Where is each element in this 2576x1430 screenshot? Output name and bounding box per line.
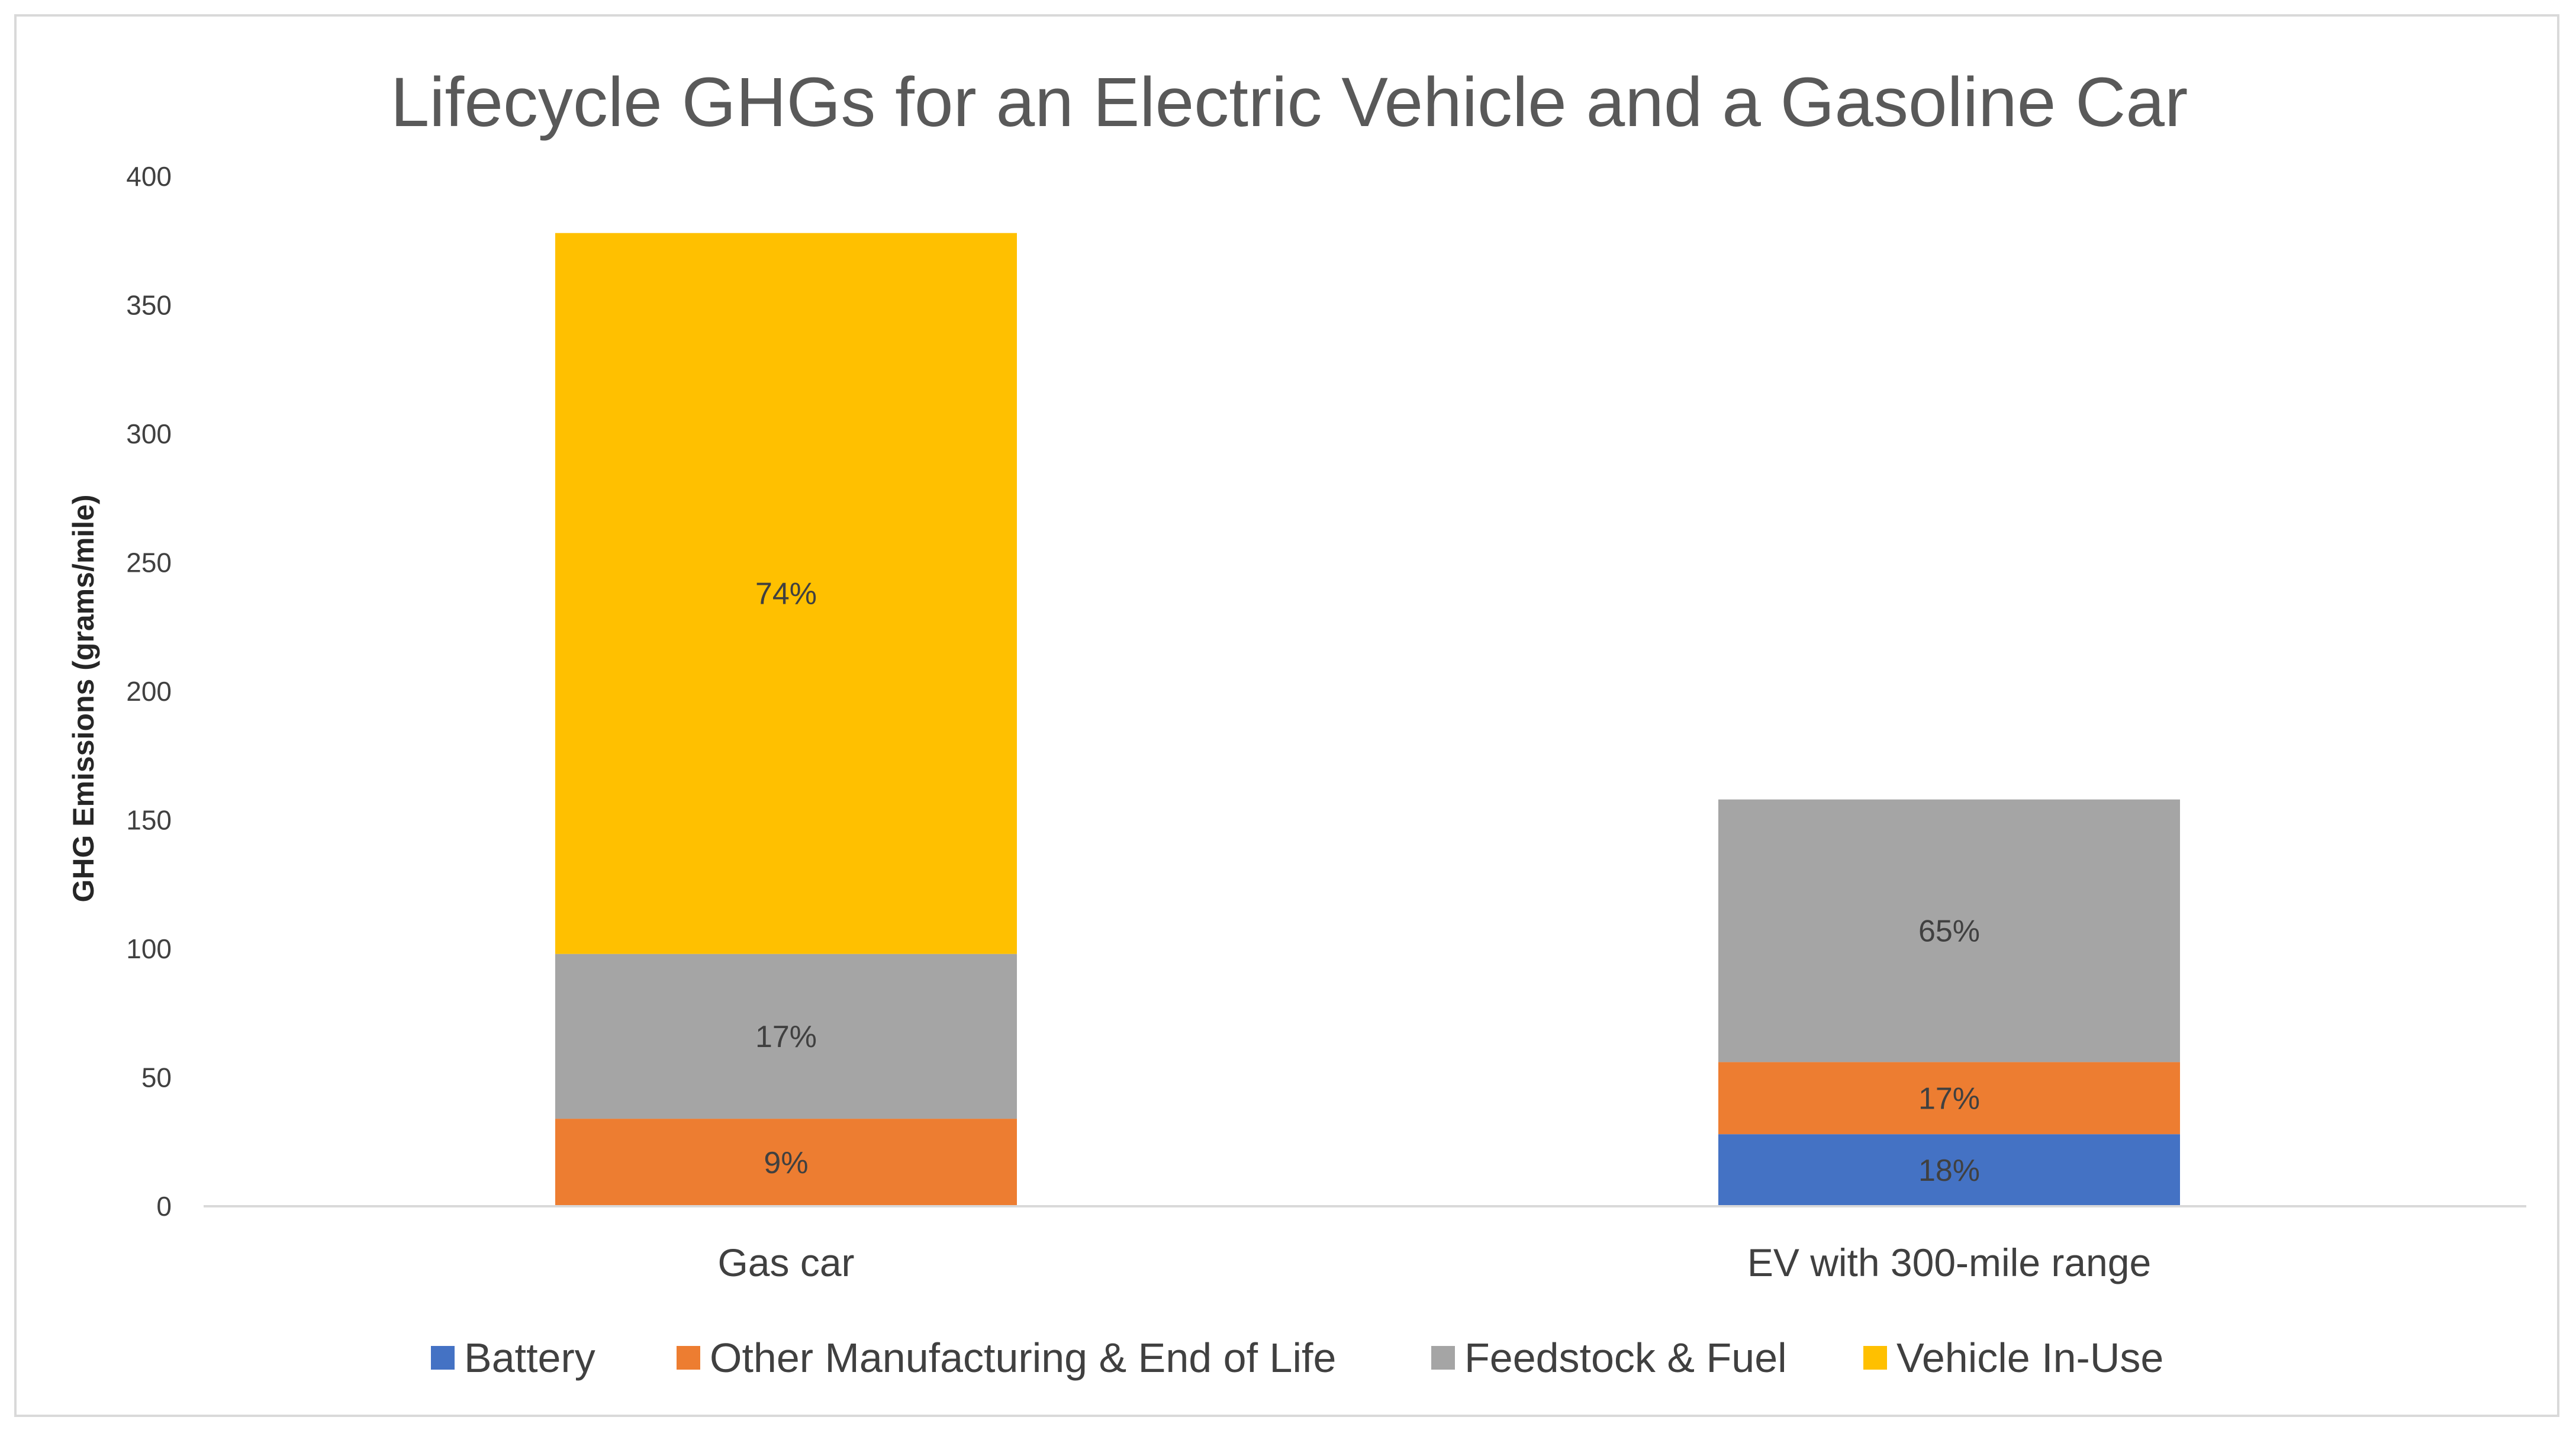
y-tick-label: 50 [141,1062,172,1093]
y-tick-label: 300 [126,418,172,449]
legend-label: Vehicle In-Use [1896,1335,2163,1381]
data-label: 9% [764,1146,808,1180]
chart-title: Lifecycle GHGs for an Electric Vehicle a… [391,63,2188,141]
x-category-label: EV with 300-mile range [1747,1241,2151,1284]
bar-segment [555,1119,1017,1206]
bar-segment [555,954,1017,1119]
data-label: 18% [1918,1154,1980,1188]
y-tick-label: 200 [126,676,172,707]
data-label: 17% [1918,1081,1980,1116]
chart-frame: Lifecycle GHGs for an Electric Vehicle a… [14,14,2559,1417]
legend-swatch [1431,1346,1455,1370]
legend-swatch [677,1346,700,1370]
bar-segment [1718,1062,2180,1135]
legend-swatch [431,1346,455,1370]
bar-segment [555,233,1017,954]
bars: 9% 17% 74% 18% 17% 65% [555,233,2180,1206]
x-category-label: Gas car [717,1241,854,1284]
data-label: 65% [1918,914,1980,949]
y-tick-label: 350 [126,290,172,321]
legend-item[interactable]: Battery [431,1335,595,1381]
legend-item[interactable]: Vehicle In-Use [1863,1335,2163,1381]
legend-item[interactable]: Other Manufacturing & End of Life [677,1335,1336,1381]
legend-item[interactable]: Feedstock & Fuel [1431,1335,1787,1381]
data-label: 17% [755,1020,817,1054]
y-tick-label: 100 [126,933,172,964]
x-axis-categories: Gas car EV with 300-mile range [717,1241,2151,1284]
bar-segment [1718,799,2180,1062]
legend[interactable]: Battery Other Manufacturing & End of Life… [431,1335,2163,1381]
y-axis-ticks: 0 50 100 150 200 250 300 350 400 [126,161,172,1222]
legend-label: Battery [464,1335,595,1381]
legend-label: Feedstock & Fuel [1464,1335,1787,1381]
y-tick-label: 0 [156,1191,172,1222]
bar-segment [1718,1134,2180,1206]
legend-swatch [1863,1346,1887,1370]
data-label: 74% [755,577,817,611]
chart: Lifecycle GHGs for an Electric Vehicle a… [67,63,2526,1381]
y-tick-label: 400 [126,161,172,192]
y-tick-label: 150 [126,805,172,836]
legend-label: Other Manufacturing & End of Life [710,1335,1336,1381]
y-axis-label: GHG Emissions (grams/mile) [67,494,100,902]
y-tick-label: 250 [126,547,172,578]
